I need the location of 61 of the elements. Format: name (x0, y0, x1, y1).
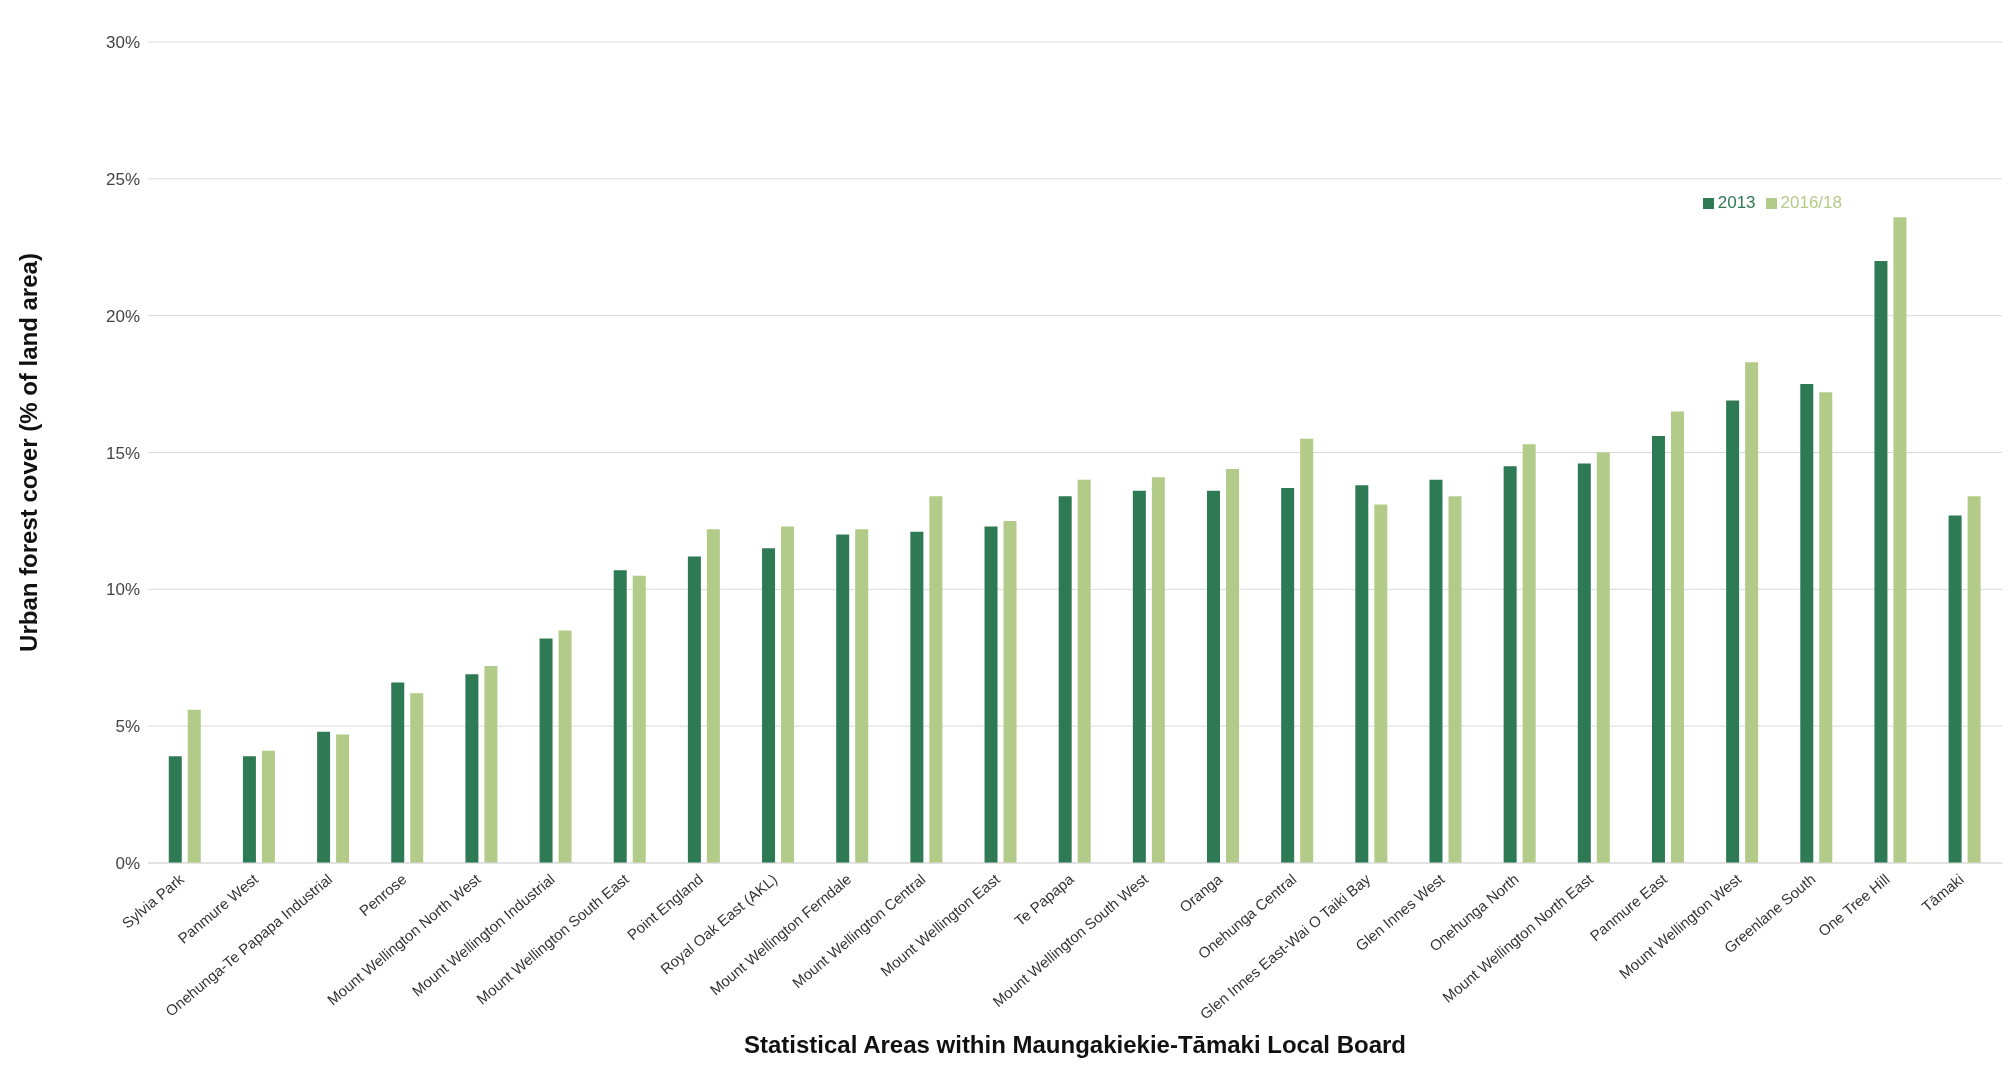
bar (242, 756, 256, 863)
bar (336, 734, 350, 863)
bar (836, 534, 850, 863)
bar (613, 570, 627, 863)
y-tick-label: 20% (105, 306, 140, 326)
bar (1429, 479, 1443, 863)
bar (706, 529, 720, 863)
bar (1651, 436, 1665, 863)
x-axis-title: Statistical Areas within Maungakiekie-Tāmaki Local Board (744, 1031, 1406, 1058)
bar (539, 638, 553, 863)
bar (1374, 504, 1388, 863)
bar (687, 556, 701, 863)
bar (855, 529, 869, 863)
y-tick-label: 10% (105, 580, 140, 600)
y-tick-label: 15% (105, 443, 140, 463)
bar (1151, 477, 1165, 863)
bar (391, 682, 405, 863)
bar (465, 674, 479, 863)
bar (1874, 260, 1888, 863)
bar (168, 756, 182, 863)
bar (1132, 490, 1146, 863)
bar (910, 531, 924, 863)
bar (1800, 384, 1814, 863)
bar (1819, 392, 1833, 863)
legend-label: 2013 (1717, 193, 1756, 212)
bar (558, 630, 572, 863)
bar (1077, 479, 1091, 863)
bar (1281, 488, 1295, 863)
bar (410, 693, 424, 863)
y-axis-title: Urban forest cover (% of land area) (14, 253, 42, 652)
bar (1226, 468, 1239, 863)
bar (632, 575, 646, 863)
legend-label: 2016/18 (1780, 193, 1842, 212)
bar (1670, 411, 1684, 863)
bar (317, 731, 331, 863)
bar (1948, 515, 1962, 863)
bar (1596, 452, 1610, 863)
bar (1893, 217, 1907, 863)
y-tick-label: 25% (105, 169, 140, 189)
bar (1577, 463, 1591, 863)
y-tick-label: 5% (115, 717, 140, 737)
y-tick-label: 0% (115, 854, 140, 874)
bar (1058, 496, 1072, 863)
bar (1726, 400, 1740, 863)
bar (1745, 362, 1759, 863)
bar (984, 526, 998, 863)
bar (1448, 496, 1462, 863)
bar (187, 709, 201, 863)
bar (781, 526, 795, 863)
bar (1967, 496, 1981, 863)
bar (1522, 444, 1536, 863)
bar (929, 496, 943, 863)
y-tick-label: 30% (105, 33, 140, 53)
bar (1003, 520, 1017, 863)
bar (1355, 485, 1369, 863)
bar (1503, 466, 1517, 863)
bar (1207, 490, 1220, 863)
bar (762, 548, 776, 863)
bar (484, 665, 498, 863)
bar (261, 750, 275, 863)
bar (1300, 438, 1314, 863)
